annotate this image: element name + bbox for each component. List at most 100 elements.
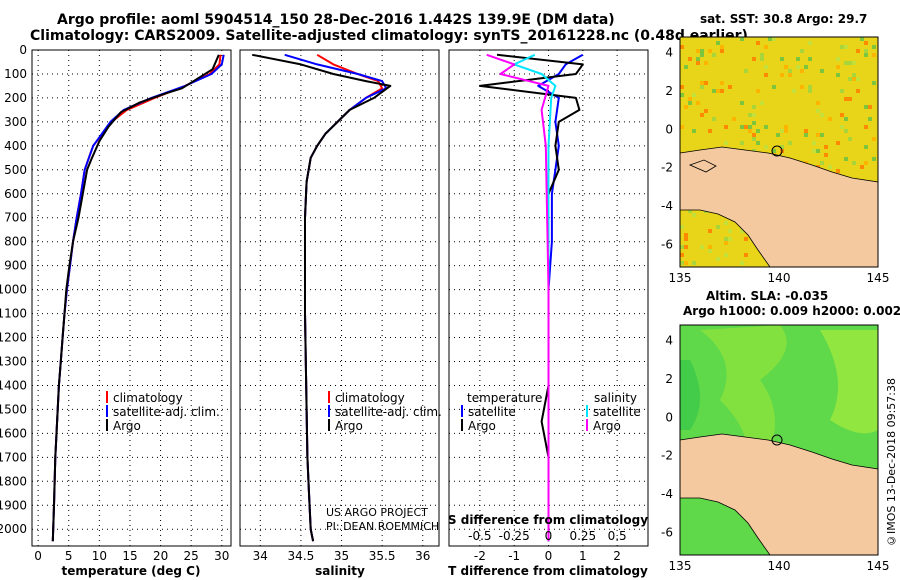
sst-pixel (708, 129, 712, 133)
sst-pixel (772, 37, 776, 41)
sst-pixel (720, 89, 724, 93)
map-lon-tick-label: 135 (669, 559, 692, 573)
sst-pixel (848, 77, 852, 81)
credit-line2: PI: DEAN ROEMMICH (326, 520, 439, 533)
sst-pixel (808, 57, 812, 61)
sst-pixel (780, 73, 784, 77)
sst-pixel (788, 69, 792, 73)
depth-tick-label: 1100 (0, 307, 27, 321)
sst-pixel (708, 249, 712, 253)
sst-pixel (744, 253, 748, 257)
sst-pixel (744, 125, 748, 129)
salinity-plot-frame (239, 49, 440, 547)
sst-pixel (864, 53, 868, 57)
sst-pixel (856, 49, 860, 53)
series-layer (51, 53, 584, 542)
sst-pixel (776, 133, 780, 137)
sst-pixel (716, 257, 720, 261)
sst-pixel (836, 73, 840, 77)
chart-title-line1: Argo profile: aoml 5904514_150 28-Dec-20… (57, 12, 615, 28)
sst-pixel (788, 73, 792, 77)
x-tick-label: -2 (474, 549, 486, 563)
sst-pixel (816, 133, 820, 137)
map-lat-tick-label: -2 (661, 161, 673, 175)
sst-pixel (772, 85, 776, 89)
sst-pixel (816, 109, 820, 113)
sst-pixel (768, 37, 772, 41)
sst-pixel (800, 85, 804, 89)
legend-label-satellite: satellite-adj. clim. (113, 405, 220, 419)
map-lat-tick-label: 4 (665, 46, 673, 60)
sst-pixel (752, 105, 756, 109)
sst-pixel (688, 101, 692, 105)
map-lat-tick-label: 0 (665, 410, 673, 424)
series-salinity-argo (486, 53, 550, 542)
sst-pixel (684, 245, 688, 249)
sst-pixel (688, 97, 692, 101)
depth-tick-label: 900 (4, 259, 27, 273)
sst-pixel (864, 49, 868, 53)
credit-line1: US ARGO PROJECT (326, 506, 428, 519)
sst-pixel (740, 141, 744, 145)
temperature-legend: climatology satellite-adj. clim. Argo (106, 391, 220, 433)
sst-pixel (844, 97, 848, 101)
sst-pixel (848, 61, 852, 65)
sst-pixel (788, 141, 792, 145)
sst-pixel (784, 65, 788, 69)
depth-tick-label: 1300 (0, 354, 27, 368)
depth-tick-label: 800 (4, 235, 27, 249)
sst-pixel (704, 61, 708, 65)
sst-pixel (764, 65, 768, 69)
sst-pixel (752, 113, 756, 117)
sst-pixel (700, 113, 704, 117)
x-tick-label: 10 (92, 549, 107, 563)
sst-pixel (692, 129, 696, 133)
sst-pixel (728, 237, 732, 241)
sst-pixel (868, 117, 872, 121)
sst-pixel (764, 45, 768, 49)
sst-map (679, 36, 879, 268)
sst-pixel (680, 45, 684, 49)
sst-pixel (852, 77, 856, 81)
sst-pixel (844, 157, 848, 161)
sst-pixel (700, 81, 704, 85)
sst-pixel (724, 253, 728, 257)
sst-pixel (812, 141, 816, 145)
sst-pixel (740, 125, 744, 129)
sst-pixel (732, 117, 736, 121)
map-lat-tick-label: -6 (661, 525, 673, 539)
series-climatology (304, 53, 384, 542)
depth-tick-label: 1800 (0, 474, 27, 488)
sla-map (679, 324, 879, 556)
sst-pixel (748, 113, 752, 117)
map-lat-tick-label: -4 (661, 199, 673, 213)
x-tick-label: -1 (508, 549, 520, 563)
argo-location-marker (771, 434, 783, 446)
sla-map-title2: Argo h1000: 0.009 h2000: 0.0026 (683, 304, 900, 318)
x-tick-label: 0 (34, 549, 42, 563)
sst-pixel (844, 117, 848, 121)
sst-pixel (816, 149, 820, 153)
sst-pixel (840, 89, 844, 93)
x-tick-label: 35 (334, 549, 349, 563)
map-ticks: 4 2 0 -2 -4 -6 135 140 145 4 2 0 -2 -4 -6 135 140 145 (661, 46, 889, 573)
sst-pixel (808, 41, 812, 45)
map-lon-tick-label: 145 (867, 559, 890, 573)
sst-pixel (680, 253, 684, 257)
sst-pixel (780, 145, 784, 149)
legend-label-t-argo: Argo (468, 419, 496, 433)
difference-legend-temperature: temperature satellite Argo (461, 391, 542, 433)
sst-pixel (716, 225, 720, 229)
sst-pixel (700, 49, 704, 53)
sst-pixel (688, 57, 692, 61)
x-tick-label: 25 (184, 549, 199, 563)
depth-tick-label: 1600 (0, 426, 27, 440)
sst-pixel (724, 141, 728, 145)
sst-pixel (836, 57, 840, 61)
sst-pixel (760, 101, 764, 105)
sst-pixel (684, 233, 688, 237)
sst-pixel (772, 149, 776, 153)
x-tick-label: 30 (214, 549, 229, 563)
sst-pixel (748, 129, 752, 133)
sst-pixel (756, 141, 760, 145)
